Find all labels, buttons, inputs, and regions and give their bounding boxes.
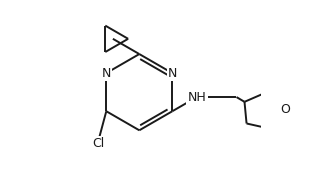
Text: Cl: Cl <box>92 138 105 150</box>
Text: N: N <box>102 67 111 80</box>
Text: O: O <box>281 103 291 116</box>
Text: N: N <box>168 67 177 80</box>
Text: NH: NH <box>188 91 206 104</box>
